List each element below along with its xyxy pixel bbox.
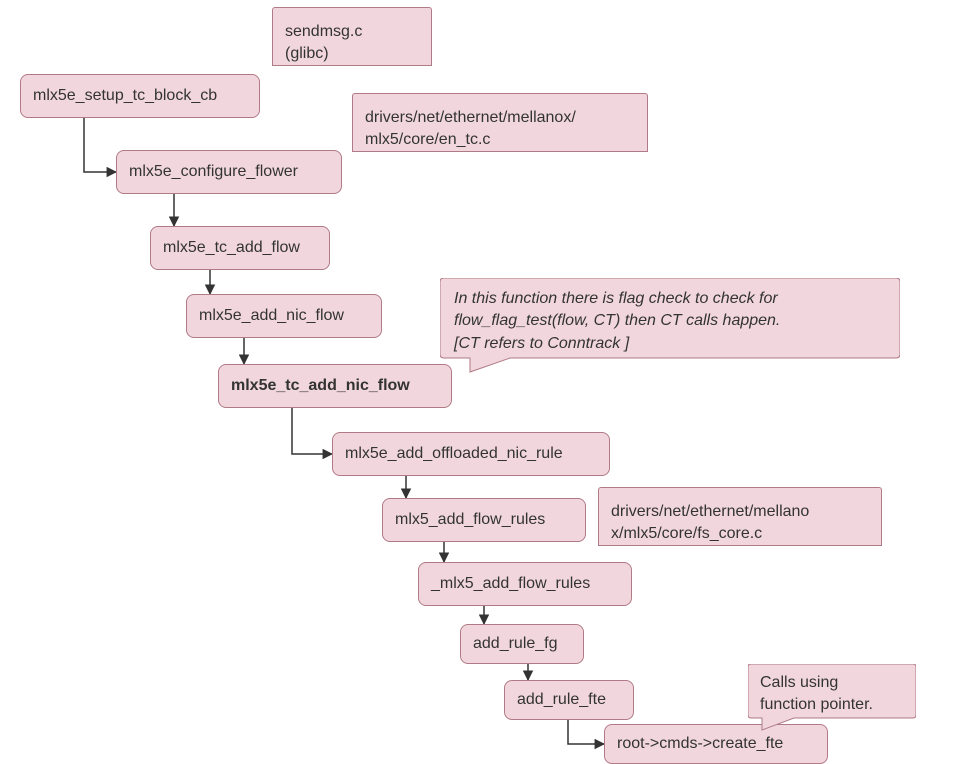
note-text: drivers/net/ethernet/mellanox/ mlx5/core…: [353, 99, 647, 160]
callout-main: In this function there is flag check to …: [440, 278, 900, 358]
edge-n5-n6: [292, 408, 332, 454]
note-note3: drivers/net/ethernet/mellano x/mlx5/core…: [598, 492, 882, 546]
flow-node-n2: mlx5e_configure_flower: [116, 150, 342, 194]
flow-node-n3: mlx5e_tc_add_flow: [150, 226, 330, 270]
flow-node-n1: mlx5e_setup_tc_block_cb: [20, 74, 260, 118]
edge-n10-n11: [568, 720, 604, 744]
callout-small: Calls using function pointer.: [748, 664, 916, 718]
note-note1: sendmsg.c (glibc): [272, 12, 432, 66]
flow-node-n5: mlx5e_tc_add_nic_flow: [218, 364, 452, 408]
flow-node-n6: mlx5e_add_offloaded_nic_rule: [332, 432, 610, 476]
flow-node-n9: add_rule_fg: [460, 624, 584, 664]
edge-n1-n2: [84, 118, 116, 172]
flow-node-n10: add_rule_fte: [504, 680, 634, 720]
flow-node-n7: mlx5_add_flow_rules: [382, 498, 586, 542]
flow-node-n4: mlx5e_add_nic_flow: [186, 294, 382, 338]
flow-node-n8: _mlx5_add_flow_rules: [418, 562, 632, 606]
note-text: sendmsg.c (glibc): [273, 13, 431, 74]
note-text: drivers/net/ethernet/mellano x/mlx5/core…: [599, 493, 881, 554]
note-note2: drivers/net/ethernet/mellanox/ mlx5/core…: [352, 98, 648, 152]
